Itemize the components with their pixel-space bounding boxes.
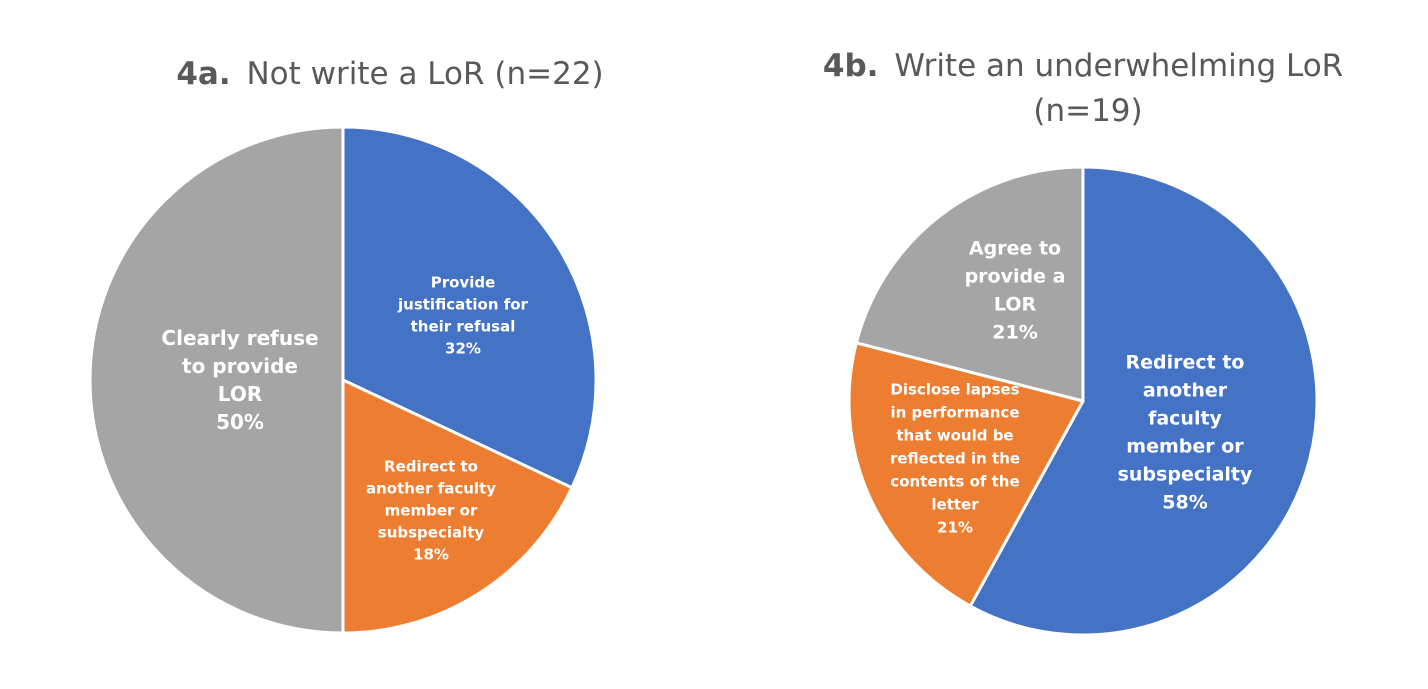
chart-4b-title-text-1: Write an underwhelming LoR [894, 48, 1343, 84]
chart-4a-slice-2-label-line: Clearly refuse [161, 326, 318, 350]
chart-4a-title-text: Not write a LoR (n=22) [246, 56, 603, 92]
chart-4b-slice-2 [854, 165, 1085, 403]
chart-4b: 4b. Write an underwhelming LoR (n=19) Re… [823, 48, 1353, 637]
chart-4b-slice-0-label-line: faculty [1148, 408, 1222, 430]
chart-4a-labels: Provide justification for their refusal 32%… [161, 273, 528, 563]
chart-4b-slice-0-label-line: another [1143, 380, 1228, 402]
chart-4b-labels: Redirect to another faculty member or subspe… [890, 238, 1253, 537]
chart-4a: 4a. Not write a LoR (n=22) Provide justif… [88, 56, 604, 635]
chart-4b-slice-1-label-line: reflected in the [890, 449, 1020, 467]
chart-4a-slice-1 [341, 378, 574, 635]
chart-4a-slice-0-label-line: Provide [431, 273, 496, 291]
chart-4b-slice-1 [847, 341, 1085, 608]
chart-4b-slice-0-value: 58% [1162, 492, 1207, 514]
chart-4b-slice-2-label-line: LOR [994, 294, 1037, 316]
chart-4a-slice-2-label: Clearly refuse to provide LOR 50% [161, 326, 318, 434]
chart-4a-slice-1-value: 18% [413, 545, 449, 563]
chart-4a-slice-1-label-line: subspecialty [378, 523, 485, 541]
chart-4a-slice-1-label-line: another faculty [366, 479, 496, 497]
chart-4b-slice-0-label-line: Redirect to [1126, 352, 1245, 374]
chart-4a-slice-0-value: 32% [445, 339, 481, 357]
chart-4b-slice-2-label-line: Agree to [969, 238, 1061, 260]
chart-4b-slice-1-label-line: in performance [890, 403, 1019, 421]
chart-4b-slice-0 [968, 165, 1319, 637]
chart-4a-title: 4a. Not write a LoR (n=22) [176, 56, 603, 92]
chart-4a-slice-0-label-line: justification for [397, 295, 529, 313]
chart-4a-title-prefix: 4a. [176, 56, 230, 92]
chart-4b-title-text-2: (n=19) [1033, 93, 1142, 129]
chart-4b-title-line-1: 4b. Write an underwhelming LoR [823, 48, 1353, 84]
chart-4b-slice-0-label-line: subspecialty [1118, 464, 1253, 486]
chart-4a-slice-0 [341, 125, 598, 490]
chart-4b-slice-1-label-line: that would be [896, 426, 1013, 444]
chart-4b-slice-1-label-line: contents of the [890, 472, 1019, 490]
chart-4a-slice-0-label-line: their refusal [411, 317, 516, 335]
chart-4b-slice-2-label-line: provide a [965, 266, 1066, 288]
chart-4a-slice-1-label: Redirect to another faculty member or subsp… [366, 457, 496, 563]
chart-4a-slice-1-label-line: member or [385, 501, 478, 519]
chart-4a-slice-2-value: 50% [216, 410, 264, 434]
chart-4b-slices [847, 165, 1319, 637]
chart-4a-slice-1-label-line: Redirect to [384, 457, 478, 475]
chart-4b-slice-2-value: 21% [992, 322, 1037, 344]
chart-4b-slice-1-label-line: letter [931, 495, 979, 513]
chart-4a-slice-2-label-line: LOR [218, 382, 262, 406]
chart-4b-slice-1-label-line: Disclose lapses [890, 380, 1019, 398]
chart-4b-title-prefix: 4b. [823, 48, 879, 84]
chart-4b-slice-0-label: Redirect to another faculty member or subspe… [1118, 352, 1253, 514]
chart-4a-slice-2-label-line: to provide [182, 354, 298, 378]
chart-4b-slice-1-value: 21% [937, 518, 973, 536]
chart-4b-title: 4b. Write an underwhelming LoR (n=19) [823, 48, 1353, 129]
chart-4a-slices [88, 125, 598, 635]
chart-4b-slice-0-label-line: member or [1126, 436, 1244, 458]
chart-4b-slice-1-label: Disclose lapses in performance that would … [890, 380, 1020, 536]
chart-4a-slice-2 [88, 125, 345, 635]
chart-4a-slice-0-label: Provide justification for their refusal 32% [397, 273, 529, 357]
chart-4b-slice-2-label: Agree to provide a LOR 21% [965, 238, 1066, 344]
